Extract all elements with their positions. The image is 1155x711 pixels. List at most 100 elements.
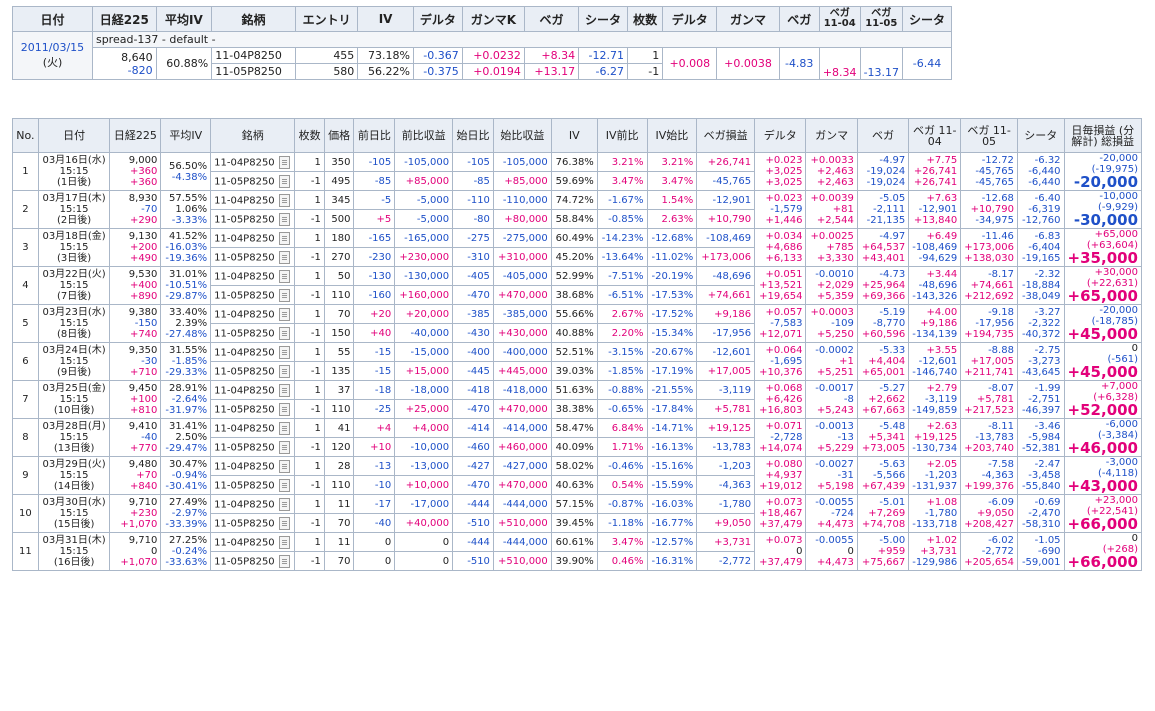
document-icon[interactable] (278, 554, 290, 568)
leg-price: 55 (323, 342, 355, 362)
row-gamma-cell: +0.0033 +2,463 +2,463 (805, 152, 858, 191)
table-row: 1 03月16日(水) 15:15 (1日後) 9,000 +360 +360 56.50% -… (12, 152, 1143, 191)
leg-name-cell: 11-04P8250 (210, 228, 296, 248)
summary-date[interactable]: 2011/03/15 (20, 41, 85, 54)
row-days: (7日後) (57, 291, 92, 302)
document-icon[interactable] (278, 174, 290, 188)
document-icon[interactable] (278, 402, 290, 416)
row-pl-cell: -10,000 (-9,929) -30,000 (1063, 190, 1143, 229)
row-vega-1105: -11.46 (981, 231, 1014, 242)
leg-day-change: -25 (353, 399, 396, 419)
row-time: 15:15 (59, 432, 89, 443)
document-icon[interactable] (278, 212, 290, 226)
row-vega-1105: +74,661 (970, 280, 1014, 291)
daily-header-cell: 平均IV (160, 118, 212, 153)
leg-start-change: -105 (452, 152, 494, 172)
row-delta: +0.023 (765, 193, 803, 204)
document-icon[interactable] (278, 307, 290, 321)
leg-iv: 40.09% (550, 437, 598, 457)
table-row: 11-05P8250 -1 110 -160 +160,000 -470 +470,000 3… (13, 285, 1142, 305)
row-theta: -40,372 (1021, 329, 1061, 340)
table-row: 3 03月18日(金) 15:15 (3日後) 9,130 +200 +490 41.52% -… (12, 228, 1143, 267)
leg-iv: 39.90% (550, 551, 598, 571)
document-icon[interactable] (278, 478, 290, 492)
row-breakdown-pl: (+6,328) (1093, 392, 1138, 403)
document-icon[interactable] (278, 345, 290, 359)
leg-iv-start-change: 3.47% (646, 171, 698, 191)
row-nikkei-cell: 9,480 +70 +840 (109, 456, 162, 495)
leg-start-pl: -444,000 (492, 532, 552, 552)
daily-header-cell: ベガ 11-05 (960, 118, 1018, 153)
row-vega-1105: +199,376 (964, 481, 1014, 492)
row-nikkei: 8,930 (128, 193, 158, 204)
row-avg-iv-change: 2.39% (175, 318, 208, 329)
row-vega: -4.97 (879, 155, 906, 166)
row-nikkei: 9,480 (128, 459, 158, 470)
row-vega: +67,663 (861, 405, 906, 416)
leg-name-cell: 11-04P8250 (210, 532, 296, 552)
row-time: 15:15 (59, 546, 89, 557)
row-delta: +4,937 (765, 470, 803, 481)
row-avg-iv: 31.55% (168, 345, 208, 356)
leg-iv-day-change: -0.87% (596, 494, 648, 514)
leg-name-cell: 11-04P8250 (210, 190, 296, 210)
row-avg-iv-total-change: -33.39% (165, 519, 208, 530)
leg-vega-pl: -45,765 (696, 171, 756, 191)
row-vega-1105-cell: -6.09 +9,050 +208,427 (960, 494, 1018, 533)
document-icon[interactable] (278, 440, 290, 454)
row-daily-pl: 0 (1131, 533, 1138, 544)
leg-iv-start-change: -16.13% (646, 437, 698, 457)
document-icon[interactable] (278, 421, 290, 435)
leg-start-change: -385 (452, 304, 494, 324)
row-theta-cell: -6.83 -6,404 -19,165 (1016, 228, 1065, 267)
row-avg-iv-change: -0.24% (171, 546, 208, 557)
daily-header-cell: 日付 (37, 118, 111, 153)
row-delta-cell: +0.064 -1,695 +10,376 (754, 342, 807, 381)
row-vega-1104: +3,731 (920, 546, 958, 557)
leg-day-pl: +160,000 (394, 285, 454, 305)
document-icon[interactable] (278, 155, 290, 169)
leg-iv-start-change: -14.71% (646, 418, 698, 438)
row-vega-1105: +138,030 (964, 253, 1014, 264)
row-gamma-cell: +0.0039 +81 +2,544 (805, 190, 858, 229)
row-vega: -4.97 (879, 231, 906, 242)
document-icon[interactable] (278, 535, 290, 549)
leg-price: 120 (323, 437, 355, 457)
leg-start-pl: +470,000 (492, 285, 552, 305)
row-days: (15日後) (53, 519, 95, 530)
row-gamma-cell: +0.0025 +785 +3,330 (805, 228, 858, 267)
row-vega-cell: -5.01 +7,269 +74,708 (856, 494, 910, 533)
row-avg-iv-cell: 28.91% -2.64% -31.97% (160, 380, 212, 419)
document-icon[interactable] (278, 516, 290, 530)
row-gamma: +5,359 (816, 291, 854, 302)
row-avg-iv: 27.25% (168, 535, 208, 546)
row-vega-1104: -3,119 (924, 394, 958, 405)
document-icon[interactable] (278, 459, 290, 473)
document-icon[interactable] (278, 250, 290, 264)
row-breakdown-pl: (+63,604) (1086, 240, 1138, 251)
summary-leg-qty: 1 (626, 47, 664, 64)
document-icon[interactable] (278, 269, 290, 283)
row-delta: -1,579 (770, 204, 803, 215)
leg-start-change: -110 (452, 190, 494, 210)
document-icon[interactable] (278, 326, 290, 340)
row-avg-iv-change: 2.50% (175, 432, 208, 443)
leg-qty: 1 (294, 342, 325, 362)
leg-vega-pl: -12,601 (696, 342, 756, 362)
row-delta: +4,686 (765, 242, 803, 253)
leg-start-pl: -444,000 (492, 494, 552, 514)
document-icon[interactable] (278, 383, 290, 397)
row-pl-cell: -20,000 (-18,785) +45,000 (1063, 304, 1143, 343)
row-nikkei-cell: 9,530 +400 +890 (109, 266, 162, 305)
leg-price: 50 (323, 266, 355, 286)
leg-name-cell: 11-05P8250 (210, 171, 296, 191)
document-icon[interactable] (278, 364, 290, 378)
document-icon[interactable] (278, 231, 290, 245)
document-icon[interactable] (278, 288, 290, 302)
row-breakdown-pl: (-19,975) (1091, 164, 1138, 175)
row-gamma: -0.0002 (815, 345, 854, 356)
document-icon[interactable] (278, 193, 290, 207)
row-vega-1104: +6.49 (926, 231, 958, 242)
document-icon[interactable] (278, 497, 290, 511)
